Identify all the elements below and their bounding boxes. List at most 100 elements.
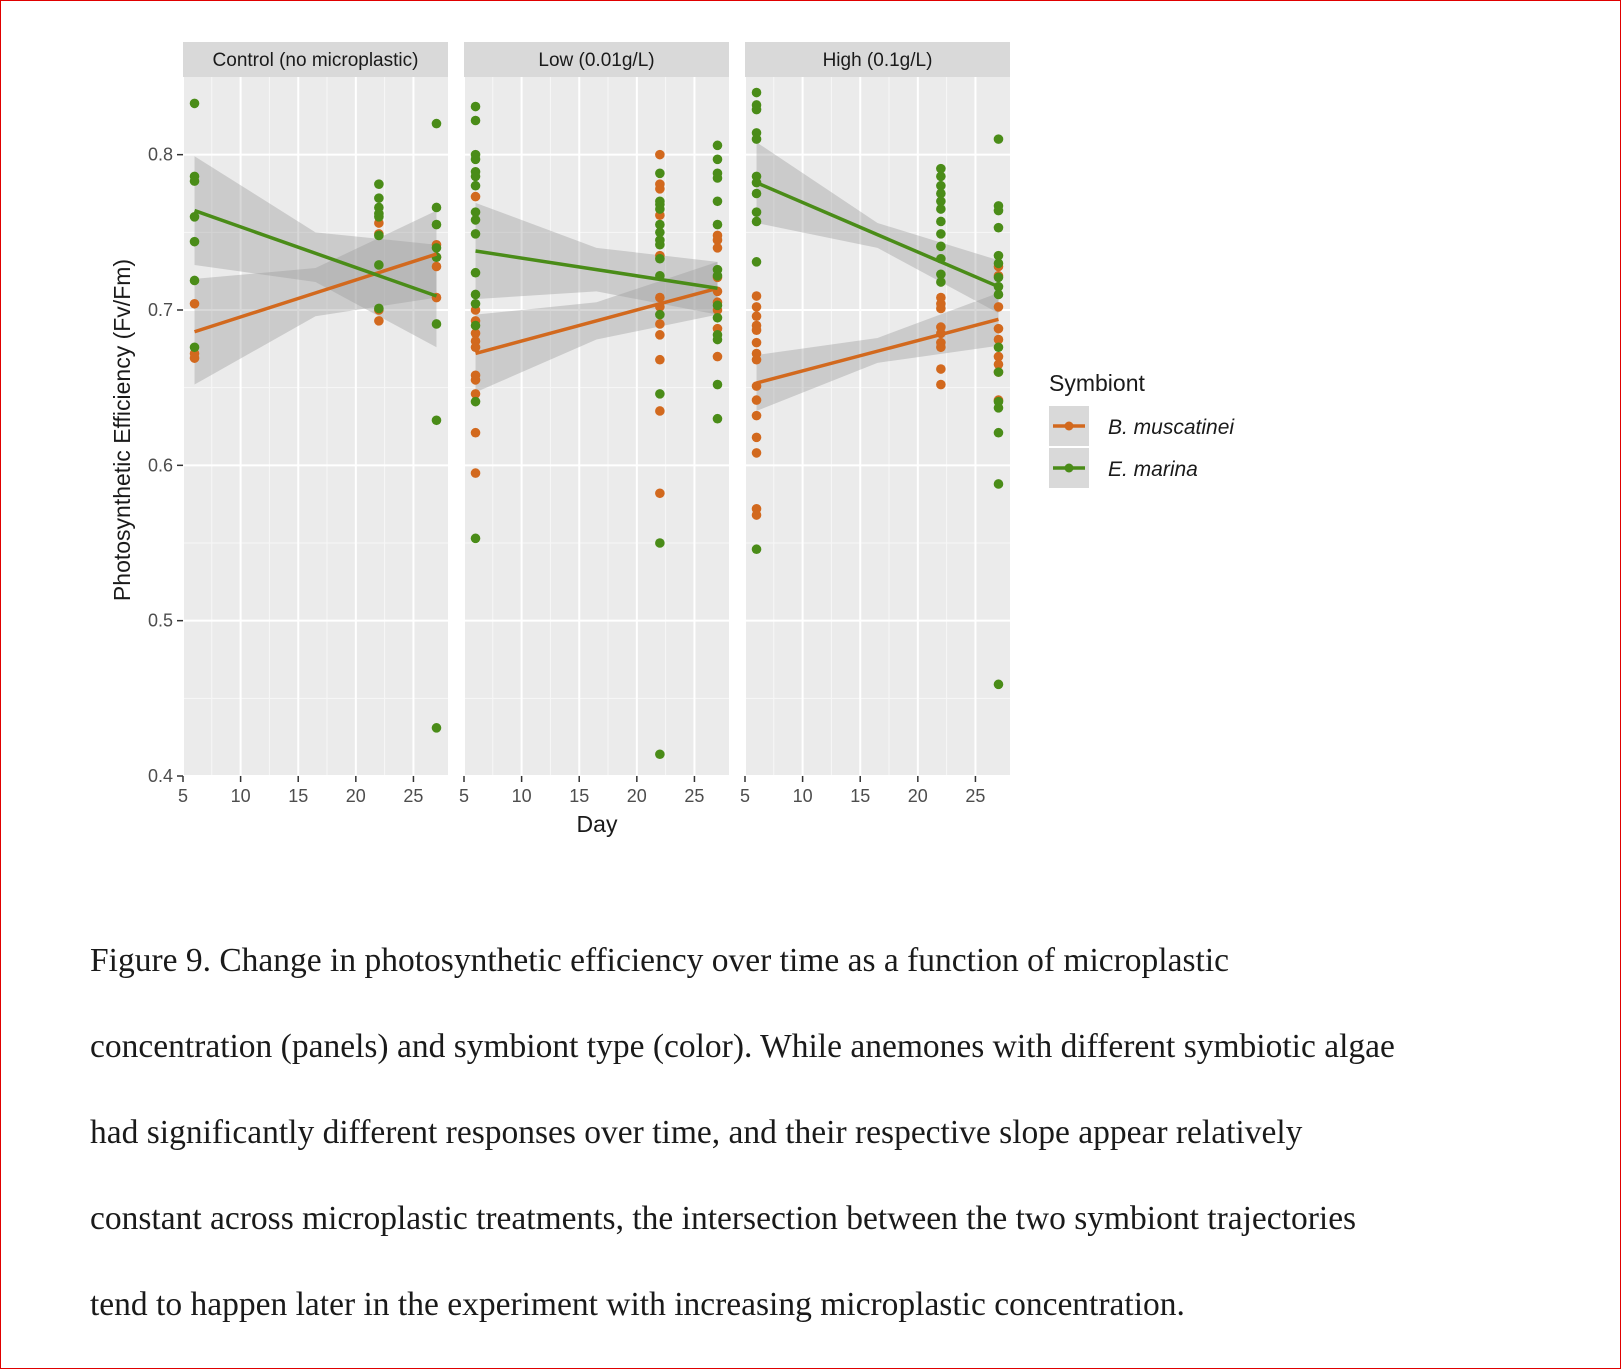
facet-panel: Control (no microplastic) (182, 42, 448, 777)
data-point (936, 229, 946, 239)
facet-panel: Low (0.01g/L) (463, 42, 729, 777)
facet-strip (745, 42, 1010, 77)
legend-label-b-muscatinei: B. muscatinei (1108, 416, 1235, 439)
data-point (751, 410, 762, 421)
regression-line (193, 252, 438, 334)
data-point (936, 188, 946, 199)
data-point (993, 367, 1004, 377)
data-point (655, 319, 665, 329)
data-point (189, 298, 200, 309)
x-tick-label: 15 (288, 786, 308, 806)
data-point (189, 342, 200, 353)
data-point (751, 337, 762, 348)
data-point (993, 258, 1004, 269)
data-point (936, 171, 946, 182)
y-tick-label: 0.8 (148, 145, 173, 165)
data-point (751, 354, 762, 365)
data-point (993, 359, 1004, 370)
data-point (751, 510, 762, 520)
x-tick-label: 10 (231, 786, 251, 806)
legend-key-e-marina-point (1064, 463, 1074, 473)
figure-caption: Figure 9. Change in photosynthetic effic… (90, 918, 1570, 1348)
data-point (712, 413, 723, 424)
axes-layer: 5 10 15 20 25 5 10 15 20 25 5 10 15 20 25 0.4 0.5 0.6 0.7 0… (148, 145, 985, 806)
regression-line (755, 181, 1000, 289)
data-point (470, 533, 481, 544)
data-point (655, 253, 665, 264)
data-point (189, 98, 200, 109)
data-point (470, 375, 481, 385)
data-point (470, 154, 481, 165)
data-point (189, 275, 200, 286)
data-point (655, 389, 665, 399)
facet-panel: High (0.1g/L) (744, 42, 1010, 777)
data-point (993, 351, 1004, 362)
data-point (936, 379, 946, 390)
fit-lines (475, 249, 718, 356)
facet-strip (464, 42, 729, 77)
data-point (655, 227, 665, 238)
data-point (655, 749, 665, 760)
x-tick-label: 15 (850, 786, 870, 806)
data-point (189, 212, 200, 222)
confidence-ribbon (194, 210, 437, 385)
data-point (431, 219, 442, 230)
data-point (655, 488, 665, 499)
data-point (751, 188, 762, 199)
data-point (712, 196, 723, 207)
data-point (993, 427, 1004, 438)
fit-lines (755, 181, 1000, 385)
data-point (470, 298, 481, 309)
points (189, 98, 442, 733)
data-point (993, 479, 1004, 489)
data-point (751, 325, 762, 335)
caption-line: constant across microplastic treatments,… (90, 1200, 1357, 1237)
points (470, 101, 723, 760)
data-point (470, 396, 481, 407)
x-tick-label: 10 (793, 786, 813, 806)
data-point (993, 222, 1004, 233)
panel-background (183, 77, 448, 776)
data-point (431, 415, 442, 426)
data-point (712, 300, 723, 311)
data-point (936, 163, 946, 174)
data-point (712, 235, 723, 245)
x-tick-label: 15 (569, 786, 589, 806)
data-point (993, 134, 1004, 144)
data-point (431, 261, 442, 272)
x-tick-label: 25 (965, 786, 985, 806)
data-point (431, 243, 442, 253)
panels-layer: Control (no microplastic) Low (0.01g/L) Hi… (182, 42, 1010, 777)
x-tick-label: 20 (627, 786, 647, 806)
data-point (751, 544, 762, 555)
data-point (936, 303, 946, 314)
data-point (470, 207, 481, 217)
legend-key-b-muscatinei-point (1064, 421, 1074, 431)
data-point (751, 87, 762, 98)
data-point (751, 104, 762, 115)
x-tick-label: 25 (403, 786, 423, 806)
data-point (470, 328, 481, 339)
y-axis-title: Photosynthetic Efficiency (Fv/Fm) (109, 259, 135, 601)
data-point (655, 219, 665, 230)
confidence-ribbon (756, 142, 999, 314)
y-tick-label: 0.4 (148, 766, 173, 786)
data-point (712, 271, 723, 281)
data-point (751, 134, 762, 144)
data-point (936, 204, 946, 214)
data-point (431, 118, 442, 129)
data-point (374, 212, 384, 222)
regression-line (193, 208, 438, 298)
data-point (374, 193, 384, 203)
data-point (936, 277, 946, 287)
x-axis-title: Day (577, 811, 618, 837)
data-point (936, 180, 946, 191)
data-point (993, 334, 1004, 345)
data-point (470, 289, 481, 300)
facet-strip-label: High (0.1g/L) (823, 50, 933, 71)
data-point (712, 140, 723, 151)
data-point (993, 302, 1004, 312)
data-point (993, 323, 1004, 334)
data-point (655, 292, 665, 303)
data-point (655, 330, 665, 340)
